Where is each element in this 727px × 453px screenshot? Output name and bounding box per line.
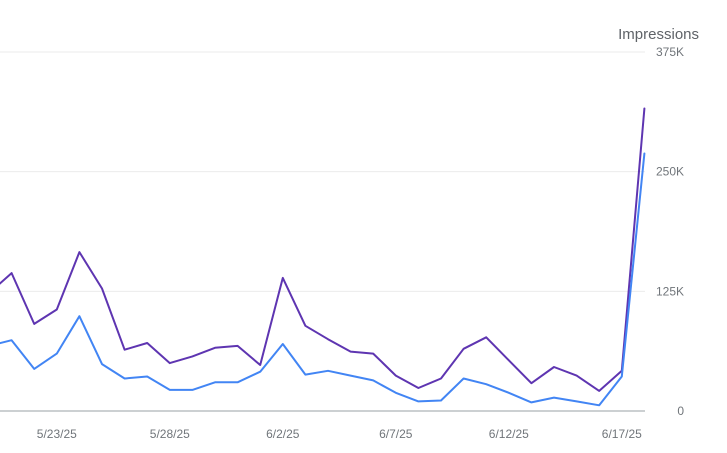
series-line-1 — [0, 107, 646, 392]
y-axis-tick-labels: 0 125K 250K 375K — [656, 45, 684, 418]
x-tick-label: 6/17/25 — [602, 427, 642, 441]
y-tick-label: 125K — [656, 284, 684, 298]
x-tick-label: 5/28/25 — [150, 427, 190, 441]
gridlines — [0, 51, 645, 412]
series-lines — [0, 107, 646, 407]
x-axis-tick-labels: 5/23/25 5/28/25 6/2/25 6/7/25 6/12/25 6/17/25 — [37, 427, 642, 441]
x-tick-label: 5/23/25 — [37, 427, 77, 441]
y-tick-label: 250K — [656, 165, 684, 179]
y-axis-title: Impressions — [618, 26, 699, 43]
series-line-2 — [0, 152, 646, 407]
x-tick-label: 6/2/25 — [266, 427, 300, 441]
y-tick-label: 375K — [656, 45, 684, 59]
y-tick-label: 0 — [677, 404, 684, 418]
x-tick-label: 6/12/25 — [489, 427, 529, 441]
x-tick-label: 6/7/25 — [379, 427, 413, 441]
